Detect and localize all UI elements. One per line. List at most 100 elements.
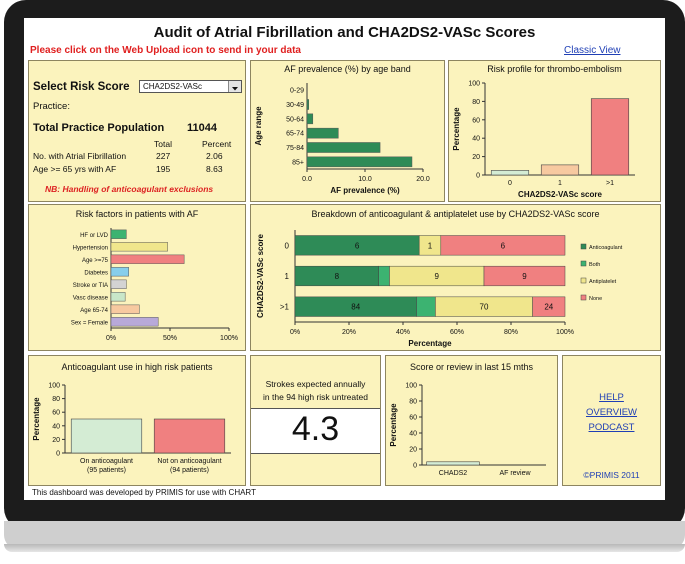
legend-label: Both: [589, 262, 600, 268]
category-label: 0-29: [290, 88, 304, 95]
bar-segment: [440, 235, 566, 256]
segment-label: 1: [428, 241, 433, 250]
population-value: 11044: [187, 122, 217, 134]
af-prevalence-title: AF prevalence (%) by age band: [284, 64, 411, 74]
x-tick-label: 60%: [450, 329, 464, 336]
risk-profile-panel: Risk profile for thrombo-embolism 0 20 40 6…: [448, 60, 661, 202]
y-tick-label: 100: [468, 81, 480, 88]
upload-notice: Please click on the Web Upload icon to s…: [30, 45, 301, 56]
bar: [110, 304, 140, 314]
breakdown-chart: 601608991847024>10%20%40%60%80%100%Perce…: [256, 230, 623, 348]
category-label: 1: [285, 272, 290, 281]
x-tick-label: 0.0: [302, 176, 312, 183]
risk-factors-title: Risk factors in patients with AF: [75, 209, 199, 219]
bar: [306, 113, 314, 125]
legend-swatch: [580, 294, 587, 301]
copyright-text: ©PRIMIS 2011: [583, 470, 640, 480]
risk-factors-panel: Risk factors in patients with AF HF or L…: [28, 204, 246, 351]
y-tick-label: 60: [409, 415, 417, 422]
segment-label: 24: [544, 303, 553, 312]
x-axis-label: AF prevalence (%): [330, 186, 400, 195]
af-prevalence-chart: 0-29 30-49 50-64 65-74 75-84 85+ 0.0 10.0 20.0 AF…: [254, 83, 430, 195]
page-title: Audit of Atrial Fibrillation and CHA2DS2…: [153, 24, 536, 41]
category-label: Age 65-74: [80, 308, 108, 314]
bar: [540, 164, 580, 176]
column-total: Total: [154, 139, 172, 149]
category-label: Diabetes: [84, 270, 108, 276]
category-label: CHADS2: [439, 470, 468, 477]
risk-profile-chart: 0 20 40 60 80 100 0 1 >1 CHA2DS2-VASc score Percen…: [452, 81, 635, 199]
practice-label: Practice:: [33, 101, 70, 112]
bar: [110, 242, 168, 252]
column-percent: Percent: [202, 139, 232, 149]
category-label: 50-64: [286, 116, 304, 123]
high-risk-anticoag-chart: 0 20 40 60 80 100 On anticoagulant (95 patients…: [32, 383, 231, 474]
bar-segment: [378, 265, 390, 287]
x-tick-label: 100%: [556, 329, 574, 336]
strokes-panel: Strokes expected annually in the 94 high…: [250, 355, 381, 486]
segment-label: 6: [501, 241, 506, 250]
segment-label: 9: [435, 272, 440, 281]
legend-label: Anticoagulant: [589, 245, 623, 251]
segment-label: 6: [355, 241, 360, 250]
category-label: 75-84: [286, 145, 304, 152]
risk-score-select[interactable]: CHA2DS2-VASc: [139, 80, 242, 93]
y-tick-label: 20: [52, 437, 60, 444]
legend-swatch: [580, 277, 587, 284]
legend-label: None: [589, 296, 602, 302]
y-tick-label: 80: [472, 99, 480, 106]
segment-label: 70: [480, 303, 489, 312]
category-label: 0: [285, 241, 290, 250]
bar: [153, 418, 226, 454]
bar-segment: [532, 296, 566, 317]
y-axis-label: Percentage: [452, 107, 461, 151]
category-label: Hypertension: [73, 245, 108, 251]
y-tick-label: 60: [52, 410, 60, 417]
x-tick-label: 20%: [342, 329, 356, 336]
dashboard-screen: Audit of Atrial Fibrillation and CHA2DS2…: [24, 18, 665, 500]
bar: [70, 418, 143, 454]
category-label: HF or LVD: [80, 233, 109, 239]
nb-exclusions-link[interactable]: NB: Handling of anticoagulant exclusions: [45, 184, 214, 194]
y-tick-label: 100: [405, 383, 417, 390]
y-tick-label: 0: [56, 451, 60, 458]
segment-label: 8: [335, 272, 340, 281]
af-count-label: No. with Atrial Fibrillation: [33, 151, 127, 161]
category-label: 0: [508, 180, 512, 187]
help-link[interactable]: HELP: [599, 392, 624, 403]
category-label: 30-49: [286, 102, 304, 109]
bar: [110, 292, 126, 302]
bar-segment: [416, 296, 436, 317]
podcast-link[interactable]: PODCAST: [588, 422, 635, 433]
bar: [110, 254, 185, 264]
summary-panel: Select Risk Score CHA2DS2-VASc Practice:…: [28, 60, 246, 202]
category-label: (94 patients): [170, 467, 209, 474]
x-tick-label: 0%: [106, 335, 116, 342]
x-tick-label: 10.0: [358, 176, 372, 183]
bar: [490, 170, 530, 176]
legend-swatch: [580, 243, 587, 250]
breakdown-title: Breakdown of anticoagulant & antiplatele…: [311, 209, 600, 219]
overview-link[interactable]: OVERVIEW: [585, 407, 638, 418]
category-label: On anticoagulant: [80, 458, 133, 465]
risk-profile-title: Risk profile for thrombo-embolism: [487, 64, 622, 74]
breakdown-panel: Breakdown of anticoagulant & antiplatele…: [250, 204, 661, 351]
risk-score-select-value: CHA2DS2-VASc: [143, 82, 202, 91]
bar: [426, 461, 480, 466]
segment-label: 9: [522, 272, 527, 281]
classic-view-link[interactable]: Classic View: [564, 45, 621, 56]
x-tick-label: 0%: [290, 329, 300, 336]
high-risk-anticoag-title: Anticoagulant use in high risk patients: [61, 362, 213, 372]
y-tick-label: 0: [476, 173, 480, 180]
bar: [110, 279, 127, 289]
y-tick-label: 40: [52, 423, 60, 430]
y-tick-label: 80: [409, 399, 417, 406]
x-tick-label: 20.0: [416, 176, 430, 183]
af-count-total: 227: [156, 151, 171, 161]
chevron-down-icon[interactable]: [228, 81, 241, 92]
y-axis-label: Age range: [254, 106, 263, 146]
y-axis-label: Percentage: [32, 397, 41, 441]
category-label: (95 patients): [87, 467, 126, 474]
bar: [306, 127, 339, 139]
y-tick-label: 60: [472, 117, 480, 124]
